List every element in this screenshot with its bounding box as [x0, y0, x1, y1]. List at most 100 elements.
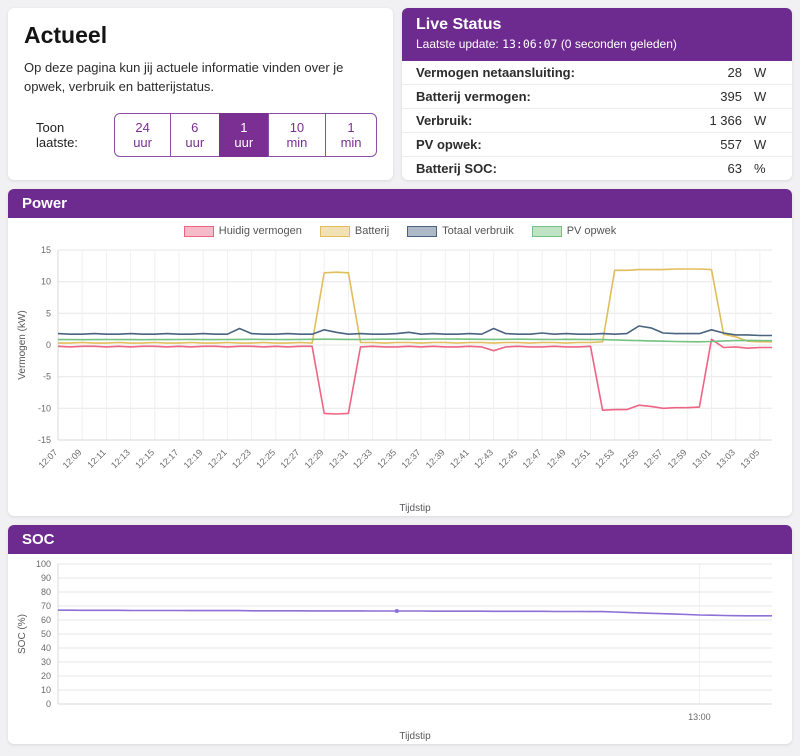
- svg-text:-15: -15: [38, 435, 51, 445]
- range-button-1-uur[interactable]: 1 uur: [218, 112, 269, 157]
- legend-item-pv-opwek[interactable]: PV opwek: [531, 225, 617, 237]
- page-description: Op deze pagina kun jij actuele informati…: [24, 60, 344, 94]
- status-label: Verbruik:: [416, 113, 473, 128]
- status-value: 557: [720, 137, 742, 152]
- svg-text:10: 10: [41, 277, 51, 287]
- legend-label: PV opwek: [566, 225, 617, 237]
- soc-chart-area: 0 10 20 30 40 50 60 70 80 90 100 13:00 SOC (%) Tijdst…: [8, 554, 792, 744]
- status-unit: %: [754, 161, 766, 176]
- status-unit: W: [754, 113, 767, 128]
- status-label: Batterij SOC:: [416, 161, 497, 176]
- soc-card-title: SOC: [8, 525, 792, 554]
- svg-text:12:47: 12:47: [521, 447, 544, 470]
- soc-chart-svg: 0 10 20 30 40 50 60 70 80 90 100 13:00 SOC (%) Tijdst…: [17, 559, 772, 742]
- svg-text:13:05: 13:05: [738, 447, 761, 470]
- svg-text:Tijdstip: Tijdstip: [399, 731, 431, 742]
- status-row-pv-opwek: PV opwek: 557 W: [402, 133, 792, 157]
- svg-text:13:00: 13:00: [688, 712, 711, 722]
- svg-text:12:37: 12:37: [400, 447, 423, 470]
- legend-swatch: [319, 225, 350, 237]
- live-status-header: Live Status Laatste update: 13:06:07 (0 …: [402, 8, 792, 61]
- status-value: 395: [720, 89, 742, 104]
- legend-label: Totaal verbruik: [442, 225, 514, 237]
- svg-text:13:03: 13:03: [714, 447, 737, 470]
- svg-text:12:25: 12:25: [254, 447, 277, 470]
- svg-text:12:15: 12:15: [133, 447, 156, 470]
- power-chart-legend: Huidig vermogen Batterij Totaal verbruik PV…: [14, 225, 786, 237]
- svg-text:12:21: 12:21: [206, 447, 229, 470]
- svg-text:12:35: 12:35: [375, 447, 398, 470]
- svg-text:30: 30: [41, 657, 51, 667]
- last-update-suffix: (0 seconden geleden): [560, 37, 677, 51]
- status-value: 28: [727, 65, 742, 80]
- range-button-6-uur[interactable]: 6 uur: [169, 112, 220, 157]
- range-button-24-uur[interactable]: 24 uur: [114, 112, 171, 157]
- status-label: Batterij vermogen:: [416, 89, 531, 104]
- svg-text:12:11: 12:11: [85, 447, 108, 470]
- svg-text:12:27: 12:27: [278, 447, 301, 470]
- svg-text:12:17: 12:17: [157, 447, 180, 470]
- legend-swatch: [183, 225, 214, 237]
- legend-label: Huidig vermogen: [218, 225, 302, 237]
- svg-text:70: 70: [41, 601, 51, 611]
- svg-text:-10: -10: [38, 403, 51, 413]
- status-unit: W: [754, 137, 767, 152]
- status-value: 63: [727, 161, 742, 176]
- status-value: 1 366: [709, 113, 742, 128]
- status-label: PV opwek:: [416, 137, 482, 152]
- svg-text:50: 50: [41, 629, 51, 639]
- top-row: Actueel Op deze pagina kun jij actuele i…: [8, 8, 792, 180]
- svg-text:0: 0: [46, 340, 51, 350]
- svg-text:12:57: 12:57: [642, 447, 665, 470]
- svg-text:80: 80: [41, 587, 51, 597]
- svg-text:10: 10: [41, 685, 51, 695]
- svg-text:12:31: 12:31: [327, 447, 350, 470]
- status-row-batterij-vermogen: Batterij vermogen: 395 W: [402, 85, 792, 109]
- range-button-10-min[interactable]: 10 min: [267, 112, 327, 157]
- svg-text:12:13: 12:13: [109, 447, 132, 470]
- svg-text:12:39: 12:39: [424, 447, 447, 470]
- range-row: Toon laatste: 24 uur 6 uur 1 uur 10 min 1 mi…: [24, 112, 377, 157]
- live-status-title: Live Status: [416, 16, 502, 33]
- range-button-1-min[interactable]: 1 min: [325, 112, 377, 157]
- svg-text:0: 0: [46, 699, 51, 709]
- svg-text:12:07: 12:07: [36, 447, 59, 470]
- svg-text:12:49: 12:49: [545, 447, 568, 470]
- svg-text:12:23: 12:23: [230, 447, 253, 470]
- svg-text:15: 15: [41, 245, 51, 255]
- status-row-batterij-soc: Batterij SOC: 63%: [402, 157, 792, 180]
- svg-text:12:59: 12:59: [666, 447, 689, 470]
- legend-item-huidig-vermogen[interactable]: Huidig vermogen: [183, 225, 302, 237]
- legend-item-totaal-verbruik[interactable]: Totaal verbruik: [407, 225, 514, 237]
- svg-text:-5: -5: [43, 372, 51, 382]
- svg-text:12:09: 12:09: [61, 447, 84, 470]
- svg-text:12:45: 12:45: [496, 447, 519, 470]
- svg-text:Tijdstip: Tijdstip: [399, 503, 431, 514]
- svg-text:90: 90: [41, 573, 51, 583]
- last-update-label: Laatste update:: [416, 37, 499, 51]
- svg-text:12:19: 12:19: [182, 447, 205, 470]
- svg-text:12:43: 12:43: [472, 447, 495, 470]
- status-row-verbruik: Verbruik: 1 366 W: [402, 109, 792, 133]
- svg-text:12:33: 12:33: [351, 447, 374, 470]
- last-update: Laatste update: 13:06:07 (0 seconden gel…: [416, 37, 778, 51]
- svg-text:12:29: 12:29: [303, 447, 326, 470]
- last-update-time: 13:06:07: [502, 37, 558, 51]
- svg-text:SOC (%): SOC (%): [17, 614, 28, 654]
- power-chart-area: Huidig vermogen Batterij Totaal verbruik PV…: [8, 218, 792, 516]
- svg-text:12:41: 12:41: [448, 447, 471, 470]
- status-unit: W: [754, 65, 767, 80]
- svg-text:12:51: 12:51: [569, 447, 592, 470]
- intro-card: Actueel Op deze pagina kun jij actuele i…: [8, 8, 393, 180]
- svg-text:60: 60: [41, 615, 51, 625]
- svg-text:5: 5: [46, 308, 51, 318]
- page-title: Actueel: [24, 22, 108, 48]
- legend-swatch: [531, 225, 562, 237]
- soc-card: SOC 0 10 20 30 40 50 60 70 80 90 100 13:00 SOC (%) Ti…: [8, 525, 792, 744]
- svg-text:13:01: 13:01: [690, 447, 713, 470]
- svg-text:100: 100: [36, 559, 51, 569]
- legend-item-batterij[interactable]: Batterij: [319, 225, 389, 237]
- svg-text:20: 20: [41, 671, 51, 681]
